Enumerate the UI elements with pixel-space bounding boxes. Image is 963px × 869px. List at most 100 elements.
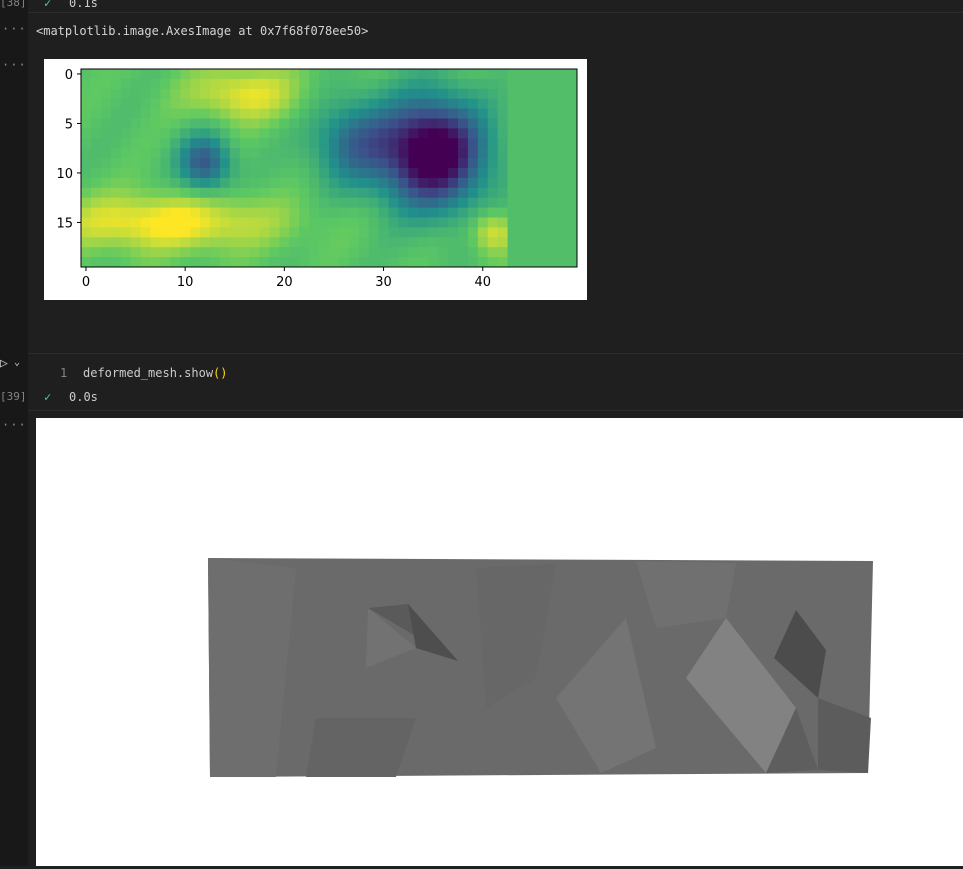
heatmap-cell xyxy=(428,177,439,189)
heatmap-cell xyxy=(348,247,360,258)
heatmap-cell xyxy=(140,78,151,90)
code-cell-39[interactable] xyxy=(28,353,963,411)
heatmap-cell xyxy=(319,187,330,199)
heatmap-cell xyxy=(81,69,92,80)
heatmap-cell xyxy=(150,257,161,268)
heatmap-cell xyxy=(319,148,330,159)
heatmap-cell xyxy=(438,118,449,129)
heatmap-cell xyxy=(209,177,221,189)
heatmap-cell xyxy=(547,247,558,258)
heatmap-cell xyxy=(279,108,290,119)
heatmap-cell xyxy=(497,217,509,228)
heatmap-cell xyxy=(398,108,409,119)
heatmap-cell xyxy=(279,257,290,268)
code-line[interactable]: deformed_mesh.show() xyxy=(83,366,228,380)
heatmap-cell xyxy=(140,138,151,149)
heatmap-cell xyxy=(348,98,360,110)
heatmap-cell xyxy=(368,217,380,228)
heatmap-cell xyxy=(200,108,211,119)
heatmap-cell xyxy=(319,98,330,110)
heatmap-cell xyxy=(299,207,310,218)
heatmap-cell xyxy=(567,237,578,248)
heatmap-cell xyxy=(239,69,251,80)
heatmap-cell xyxy=(289,227,300,238)
heatmap-cell xyxy=(120,257,132,268)
heatmap-cell xyxy=(378,158,390,169)
heatmap-cell xyxy=(90,187,102,199)
output-menu-icon[interactable]: ··· xyxy=(2,418,27,432)
heatmap-cell xyxy=(388,108,399,119)
heatmap-cell xyxy=(180,177,191,189)
heatmap-cell xyxy=(309,168,320,179)
heatmap-cell xyxy=(100,187,112,199)
heatmap-cell xyxy=(269,128,280,139)
heatmap-cell xyxy=(497,128,509,139)
heatmap-cell xyxy=(130,227,142,238)
heatmap-cell xyxy=(457,207,469,218)
output-menu-icon[interactable]: ··· xyxy=(2,58,27,72)
heatmap-cell xyxy=(448,128,459,139)
heatmap-cell xyxy=(140,168,151,179)
heatmap-cell xyxy=(309,158,320,169)
heatmap-cell xyxy=(170,118,181,129)
x-tick-label: 20 xyxy=(276,275,293,290)
heatmap-cell xyxy=(190,118,201,129)
heatmap-cell xyxy=(547,257,558,268)
heatmap-cell xyxy=(467,108,479,119)
heatmap-cell xyxy=(219,207,231,218)
heatmap-cell xyxy=(557,168,568,179)
heatmap-cell xyxy=(547,118,558,129)
heatmap-cell xyxy=(219,88,231,100)
chevron-down-icon[interactable]: ⌄ xyxy=(14,357,21,368)
cell-divider xyxy=(28,12,963,13)
output-menu-icon[interactable]: ··· xyxy=(2,22,27,36)
heatmap-cell xyxy=(130,118,142,129)
heatmap-cell xyxy=(180,108,191,119)
heatmap-cell xyxy=(507,108,518,119)
heatmap-cell xyxy=(209,168,221,179)
heatmap-cell xyxy=(477,118,489,129)
heatmap-cell xyxy=(249,247,261,258)
heatmap-cell xyxy=(398,158,409,169)
heatmap-cell xyxy=(507,217,518,228)
heatmap-cell xyxy=(408,78,419,90)
heatmap-cell xyxy=(100,148,112,159)
heatmap-cell xyxy=(81,247,92,258)
heatmap-cell xyxy=(428,217,439,228)
run-cell-icon[interactable]: ▷ xyxy=(0,356,8,371)
heatmap-cell xyxy=(319,197,330,209)
heatmap-cell xyxy=(438,138,449,149)
mesh-render-output[interactable] xyxy=(36,418,963,866)
heatmap-cell xyxy=(567,88,578,100)
heatmap-cell xyxy=(329,257,340,268)
heatmap-cell xyxy=(160,177,171,189)
heatmap-cell xyxy=(279,98,290,110)
heatmap-cell xyxy=(408,227,419,238)
heatmap-cell xyxy=(438,207,449,218)
heatmap-cell xyxy=(487,168,499,179)
heatmap-cell xyxy=(319,207,330,218)
heatmap-cell xyxy=(209,217,221,228)
heatmap-cell xyxy=(81,108,92,119)
heatmap-cell xyxy=(398,118,409,129)
heatmap-cell xyxy=(239,138,251,149)
heatmap-cell xyxy=(418,177,429,189)
heatmap-cell xyxy=(438,187,449,199)
heatmap-cell xyxy=(130,88,142,100)
heatmap-cell xyxy=(200,207,211,218)
heatmap-cell xyxy=(497,108,509,119)
heatmap-cell xyxy=(180,197,191,209)
heatmap-cell xyxy=(100,158,112,169)
heatmap-cell xyxy=(229,78,241,90)
heatmap-cell xyxy=(279,138,290,149)
heatmap-cell xyxy=(150,158,161,169)
heatmap-cell xyxy=(120,227,132,238)
heatmap-cell xyxy=(209,108,221,119)
heatmap-cell xyxy=(348,168,360,179)
heatmap-cell xyxy=(249,227,261,238)
heatmap-cell xyxy=(329,128,340,139)
heatmap-cell xyxy=(428,207,439,218)
heatmap-cell xyxy=(428,227,439,238)
heatmap-cell xyxy=(259,118,270,129)
heatmap-cell xyxy=(279,158,290,169)
